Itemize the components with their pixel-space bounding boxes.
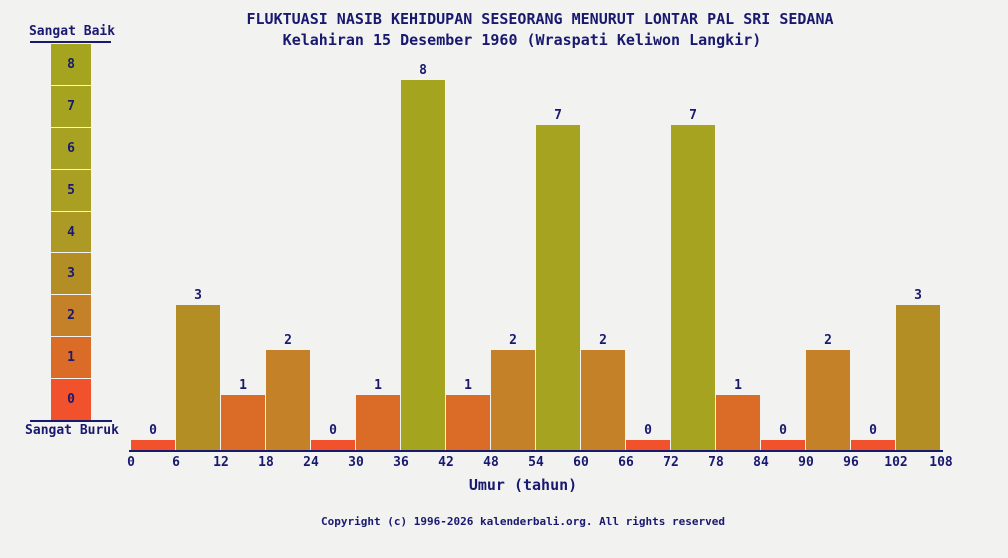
bar-age-96-102 <box>851 440 895 450</box>
x-tick-label: 102 <box>884 455 908 470</box>
bar-age-54-60 <box>536 125 580 450</box>
bar-value-label: 3 <box>194 288 202 303</box>
legend-box-4: 4 <box>51 211 91 253</box>
legend-box-0: 0 <box>51 379 91 421</box>
bar-value-label: 0 <box>869 423 877 438</box>
bar-age-12-18 <box>221 395 265 450</box>
bar-value-label: 2 <box>599 333 607 348</box>
bar-value-label: 1 <box>464 378 472 393</box>
x-tick-label: 36 <box>393 455 409 470</box>
x-tick-label: 6 <box>172 455 180 470</box>
page-title: FLUKTUASI NASIB KEHIDUPAN SESEORANG MENU… <box>246 10 834 28</box>
bar-age-60-66 <box>581 350 625 450</box>
x-tick-label: 78 <box>708 455 724 470</box>
legend-box-8: 8 <box>51 44 91 85</box>
bar-value-label: 1 <box>374 378 382 393</box>
legend-top-rule <box>30 41 111 43</box>
legend-box-3: 3 <box>51 253 91 295</box>
bar-value-label: 0 <box>329 423 337 438</box>
bar-value-label: 7 <box>554 108 562 123</box>
bar-age-6-12 <box>176 305 220 450</box>
bar-age-42-48 <box>446 395 490 450</box>
bar-value-label: 2 <box>509 333 517 348</box>
x-tick-label: 24 <box>303 455 319 470</box>
bar-age-72-78 <box>671 125 715 450</box>
bar-age-18-24 <box>266 350 310 450</box>
bar-value-label: 1 <box>239 378 247 393</box>
x-tick-label: 48 <box>483 455 499 470</box>
bar-age-90-96 <box>806 350 850 450</box>
x-tick-label: 72 <box>663 455 679 470</box>
x-tick-label: 84 <box>753 455 769 470</box>
bar-value-label: 3 <box>914 288 922 303</box>
legend-box-7: 7 <box>51 85 91 127</box>
bar-age-78-84 <box>716 395 760 450</box>
x-tick-label: 90 <box>798 455 814 470</box>
x-tick-label: 60 <box>573 455 589 470</box>
legend-bottom-rule <box>30 420 112 422</box>
x-tick-label: 66 <box>618 455 634 470</box>
bar-value-label: 8 <box>419 63 427 78</box>
legend-box-6: 6 <box>51 127 91 169</box>
x-tick-label: 30 <box>348 455 364 470</box>
x-tick-label: 96 <box>843 455 859 470</box>
legend-top-label: Sangat Baik <box>28 24 116 39</box>
bar-age-48-54 <box>491 350 535 450</box>
page-subtitle: Kelahiran 15 Desember 1960 (Wraspati Kel… <box>282 31 762 49</box>
x-tick-label: 42 <box>438 455 454 470</box>
bar-age-66-72 <box>626 440 670 450</box>
legend-box-5: 5 <box>51 169 91 211</box>
bar-age-24-30 <box>311 440 355 450</box>
footer-copyright: Copyright (c) 1996-2026 kalenderbali.org… <box>321 515 725 528</box>
bar-value-label: 0 <box>149 423 157 438</box>
x-tick-label: 12 <box>213 455 229 470</box>
x-axis-title: Umur (tahun) <box>468 476 578 494</box>
x-tick-label: 18 <box>258 455 274 470</box>
x-tick-label: 54 <box>528 455 544 470</box>
legend-bottom-label: Sangat Buruk <box>25 423 119 438</box>
bar-age-102-108 <box>896 305 940 450</box>
bar-age-36-42 <box>401 80 445 450</box>
bar-value-label: 0 <box>779 423 787 438</box>
legend-box-1: 1 <box>51 337 91 379</box>
bar-value-label: 0 <box>644 423 652 438</box>
bar-age-0-6 <box>131 440 175 450</box>
x-tick-label: 108 <box>929 455 953 470</box>
legend-box-2: 2 <box>51 295 91 337</box>
bar-age-30-36 <box>356 395 400 450</box>
bar-value-label: 2 <box>824 333 832 348</box>
bar-value-label: 7 <box>689 108 697 123</box>
x-axis-line <box>129 450 943 452</box>
bar-value-label: 1 <box>734 378 742 393</box>
bar-value-label: 2 <box>284 333 292 348</box>
bar-age-84-90 <box>761 440 805 450</box>
x-tick-label: 0 <box>127 455 135 470</box>
